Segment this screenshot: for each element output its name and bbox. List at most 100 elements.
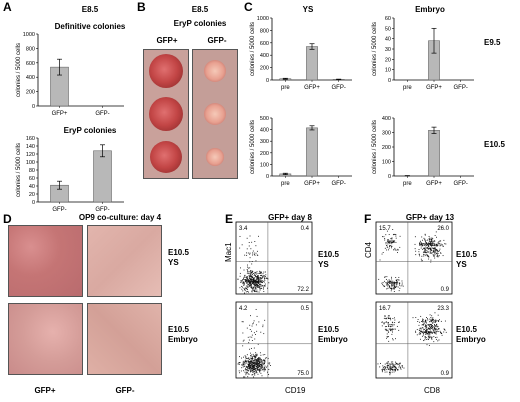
facs-f-ys-event — [387, 243, 389, 245]
facs-e-ys-event — [246, 276, 248, 278]
panel-a-header: E8.5 — [81, 5, 99, 14]
facs-e-ys-event — [260, 279, 262, 281]
facs-f-embryo-event — [391, 369, 393, 370]
facs-f-ys-event — [427, 256, 429, 257]
facs-f-embryo-event — [384, 371, 386, 373]
facs-f-embryo-event — [428, 332, 430, 334]
facs-f-embryo-event — [433, 336, 435, 338]
facs-e-ys-event — [250, 284, 252, 286]
facs-e-ys-event — [251, 270, 253, 272]
facs-e-ys-event — [255, 284, 257, 286]
facs-f-ys-event — [426, 247, 428, 248]
facs-f-embryo-event — [395, 338, 396, 340]
facs-f-ys-event — [429, 240, 431, 242]
facs-f-embryo-event — [398, 321, 399, 323]
facs-e-ys-event — [259, 272, 261, 274]
facs-f-embryo-event — [388, 372, 390, 374]
facs-f-embryo-event — [395, 368, 396, 370]
facs-f-ys-event — [389, 285, 390, 287]
facs-e-ys-event — [251, 287, 253, 289]
facs-f-ys-event — [426, 243, 428, 245]
facs-e-ys-event — [246, 282, 248, 284]
facs-f-embryo-event — [389, 366, 391, 368]
facs-f-embryo-event — [432, 330, 434, 332]
facs-f-embryo-event — [430, 317, 432, 318]
chart-c-ys-e105-ylabel: colonies / 5000 cells — [250, 120, 256, 174]
facs-f-ys-event — [424, 252, 426, 253]
facs-f-ys-event — [391, 237, 393, 239]
facs-e-embryo-event — [254, 363, 256, 365]
facs-e-ys-event — [262, 275, 264, 277]
facs-f-embryo-event — [430, 325, 432, 327]
facs-e-ys-event — [244, 279, 246, 281]
facs-e-embryo-event — [257, 365, 259, 367]
facs-f-ys-event — [391, 245, 393, 247]
facs-f-embryo-event — [422, 333, 424, 335]
facs-e-ys-event — [250, 248, 252, 250]
facs-e-embryo-event — [239, 362, 241, 363]
facs-e-ys-event — [244, 292, 246, 294]
facs-e-embryo-event — [253, 363, 255, 365]
chart-c-embryo-e95-ytick-label: 50 — [385, 26, 391, 32]
facs-f-embryo-event — [425, 332, 427, 334]
facs-f-ys-event — [386, 240, 388, 242]
facs-f-ys-event — [434, 234, 436, 236]
facs-e-ys-event — [257, 276, 259, 278]
facs-e-embryo-event — [256, 365, 258, 367]
facs-e-embryo-event — [250, 371, 252, 373]
facs-f-ys-event — [415, 250, 417, 252]
facs-f-embryo-event — [392, 368, 394, 370]
facs-e-embryo-quadrant-ul: 4.2 — [239, 306, 248, 312]
facs-e-ys-event — [251, 282, 253, 284]
facs-f-ys-event — [395, 249, 397, 251]
facs-f-embryo-event — [440, 332, 441, 333]
facs-f-ys-event — [429, 247, 430, 249]
facs-f-ys-event — [387, 285, 389, 287]
facs-e-embryo-event — [241, 364, 243, 366]
facs-e-embryo-event — [244, 360, 246, 362]
facs-f-embryo-event — [390, 369, 392, 371]
facs-e-embryo-event — [242, 321, 244, 323]
facs-e-embryo-event — [267, 357, 269, 359]
facs-f-embryo-event — [398, 366, 400, 368]
facs-e-embryo-event — [264, 367, 266, 369]
panel-c-col-embryo: Embryo — [415, 5, 445, 14]
facs-f-ys-event — [385, 234, 387, 236]
facs-e-embryo-event — [255, 371, 257, 373]
facs-e-embryo-event — [251, 354, 253, 356]
facs-e-ys-event — [246, 280, 248, 281]
facs-f-ys-event — [429, 239, 431, 241]
facs-e-ys-event — [244, 279, 246, 281]
facs-e-ys-event — [255, 278, 257, 280]
facs-e-ys-event — [258, 283, 259, 284]
facs-e-embryo-event — [250, 370, 252, 372]
facs-e-embryo-event — [246, 366, 248, 368]
facs-e-embryo-event — [250, 370, 252, 372]
facs-e-embryo-event — [256, 369, 258, 371]
facs-f-embryo-event — [384, 366, 386, 368]
facs-e-ys-event — [246, 272, 248, 274]
facs-f-embryo-event — [397, 364, 399, 366]
facs-f-embryo-event — [394, 364, 396, 366]
facs-e-ys-event — [255, 273, 257, 275]
chart-c-ys-e95-ylabel: colonies / 5000 cells — [250, 22, 256, 76]
facs-e-embryo-event — [256, 368, 258, 369]
facs-f-ys-event — [424, 250, 426, 252]
facs-e-embryo-event — [257, 343, 259, 345]
facs-e-ys-event — [259, 283, 260, 285]
facs-e-embryo-event — [252, 368, 254, 370]
facs-e-ys-event — [257, 273, 259, 274]
facs-f-embryo-event — [385, 367, 387, 369]
facs-f-embryo-event — [431, 332, 433, 334]
facs-f-ys-event — [398, 279, 400, 281]
facs-e-embryo-event — [257, 362, 259, 364]
facs-f-ys-event — [433, 255, 435, 256]
facs-f-embryo-event — [429, 326, 431, 327]
facs-f-embryo-event — [415, 330, 416, 332]
facs-e-embryo-event — [262, 359, 264, 361]
facs-e-embryo-event — [254, 363, 256, 364]
facs-f-ys-event — [386, 288, 388, 290]
facs-e-embryo-event — [250, 347, 252, 349]
facs-f-ys-event — [414, 248, 416, 250]
facs-f-embryo-event — [428, 324, 430, 326]
